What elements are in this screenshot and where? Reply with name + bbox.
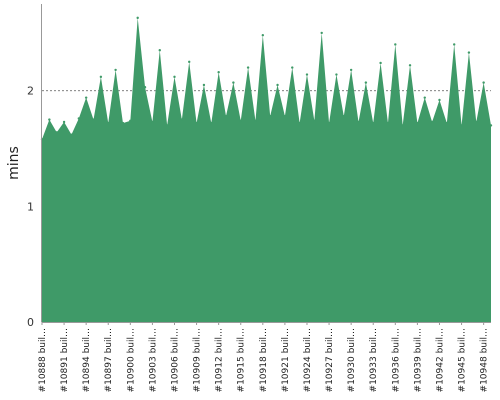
x-tick-label: #10906 buil… (170, 328, 180, 392)
x-tick-label: #10930 buil… (347, 328, 357, 392)
x-tick-label: #10912 buil… (215, 328, 225, 392)
x-tick-label: #10888 buil… (38, 328, 48, 392)
data-point (151, 120, 154, 124)
data-point (342, 114, 345, 118)
x-tick-label: #10933 buil… (369, 328, 379, 392)
data-point (364, 81, 368, 84)
data-point (217, 71, 220, 74)
data-point (482, 81, 485, 84)
data-point (84, 96, 88, 99)
x-tick-label: #10900 buil… (126, 328, 136, 392)
data-point (55, 131, 58, 134)
series-layer (40, 16, 493, 322)
y-axis-label: mins (6, 146, 22, 180)
x-tick-label: #10921 buil… (281, 328, 291, 392)
data-point (254, 119, 257, 122)
x-tick-label: #10903 buil… (148, 328, 158, 392)
data-point (239, 119, 242, 122)
x-tick-labels: #10888 buil… #10891 buil… #10894 buil… #108… (38, 322, 490, 392)
x-tick-label: #10909 buil… (193, 328, 203, 392)
data-point (107, 121, 110, 125)
x-tick-label: #10918 buil… (259, 328, 269, 392)
data-point (349, 68, 353, 72)
data-point (327, 121, 331, 125)
data-point (313, 119, 316, 122)
data-point (99, 75, 103, 79)
data-point (408, 64, 412, 67)
y-tick-label: 1 (27, 200, 34, 213)
y-tick-label: 2 (27, 85, 34, 98)
data-point (268, 114, 272, 118)
x-tick-label: #10942 buil… (435, 328, 445, 392)
data-point (114, 68, 117, 72)
data-point (158, 49, 161, 52)
data-point (460, 124, 463, 127)
data-point (136, 16, 139, 20)
data-point (48, 118, 51, 121)
data-point (202, 83, 206, 87)
data-point (438, 98, 441, 102)
data-point (143, 86, 147, 89)
data-point (335, 73, 338, 76)
data-point (430, 120, 434, 124)
data-point (70, 133, 73, 136)
data-point (77, 117, 81, 120)
data-point (261, 34, 265, 37)
y-tick-labels: 0 1 2 (27, 85, 34, 329)
data-point (246, 66, 250, 69)
data-point (386, 121, 390, 125)
data-point (372, 121, 375, 125)
data-point (489, 124, 493, 127)
axes (41, 4, 491, 323)
y-tick-label: 0 (27, 316, 34, 329)
data-point (195, 121, 198, 125)
x-tick-label: #10915 buil… (237, 328, 247, 392)
x-tick-label: #10927 buil… (325, 328, 335, 392)
x-tick-label: #10891 buil… (60, 328, 70, 392)
data-point (283, 114, 287, 118)
x-tick-label: #10894 buil… (82, 328, 92, 392)
data-point (298, 121, 301, 125)
data-point (232, 81, 235, 84)
x-tick-label: #10924 buil… (303, 328, 313, 392)
x-tick-label: #10897 buil… (104, 328, 114, 392)
data-point (416, 121, 419, 125)
data-point (129, 119, 132, 122)
data-point (401, 124, 404, 127)
data-point (291, 66, 294, 69)
data-point (475, 120, 478, 124)
x-tick-label: #10939 buil… (413, 328, 423, 392)
data-point (188, 60, 191, 64)
data-point (276, 83, 279, 87)
data-point (210, 121, 213, 125)
data-point (92, 118, 95, 121)
data-point (62, 120, 66, 124)
x-tick-label: #10945 buil… (458, 328, 468, 392)
data-point (305, 73, 309, 76)
data-point (121, 121, 125, 125)
data-point (180, 118, 184, 121)
data-point (379, 61, 382, 65)
data-point (423, 96, 426, 99)
data-point (394, 43, 397, 46)
series-area (42, 17, 491, 322)
data-point (173, 75, 176, 79)
data-point (467, 51, 471, 54)
x-tick-label: #10936 buil… (391, 328, 401, 392)
data-point (165, 124, 169, 127)
data-point (224, 114, 228, 118)
x-tick-label: #10948 buil… (480, 328, 490, 392)
data-point (320, 31, 323, 35)
data-point (357, 120, 360, 124)
data-point (445, 121, 449, 125)
data-point (452, 43, 456, 46)
